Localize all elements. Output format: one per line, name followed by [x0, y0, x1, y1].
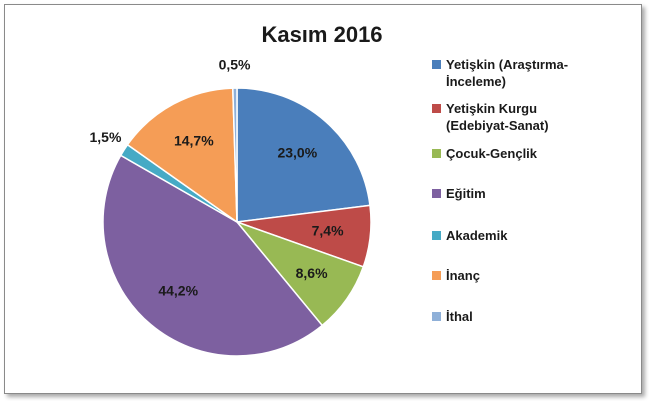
legend-swatch — [432, 231, 441, 240]
legend-swatch — [432, 189, 441, 198]
legend-item: Akademik — [432, 227, 596, 244]
legend-label: İnanç — [446, 268, 480, 283]
legend-swatch — [432, 149, 441, 158]
legend-label: Akademik — [446, 228, 508, 243]
legend-swatch — [432, 104, 441, 113]
legend-item: Çocuk-Gençlik — [432, 145, 596, 162]
data-label: 0,5% — [219, 57, 251, 73]
data-label: 44,2% — [158, 282, 198, 298]
data-label: 23,0% — [277, 144, 317, 160]
data-label: 8,6% — [296, 265, 328, 281]
pie-slice — [236, 87, 371, 223]
legend-item: Yetişkin (Araştırma-İnceleme) — [432, 56, 596, 90]
pie-slice — [232, 87, 238, 223]
chart-title: Kasım 2016 — [261, 22, 382, 47]
data-label: 14,7% — [174, 132, 214, 148]
data-label: 7,4% — [312, 223, 344, 239]
legend-label: Çocuk-Gençlik — [446, 146, 538, 161]
legend-swatch — [432, 312, 441, 321]
legend-label: Yetişkin (Araştırma-İnceleme) — [446, 57, 569, 89]
legend-item: İnanç — [432, 267, 596, 284]
legend-label: Yetişkin Kurgu (Edebiyat-Sanat) — [446, 101, 549, 133]
pie-slice — [102, 154, 324, 357]
legend-item: Yetişkin Kurgu (Edebiyat-Sanat) — [432, 100, 596, 134]
pie-slice — [126, 87, 238, 224]
data-label: 1,5% — [90, 129, 122, 145]
legend-item: Eğitim — [432, 185, 596, 202]
legend-swatch — [432, 271, 441, 280]
legend-item: İthal — [432, 308, 596, 325]
legend-label: Eğitim — [446, 186, 486, 201]
legend-label: İthal — [446, 309, 473, 324]
legend-swatch — [432, 60, 441, 69]
